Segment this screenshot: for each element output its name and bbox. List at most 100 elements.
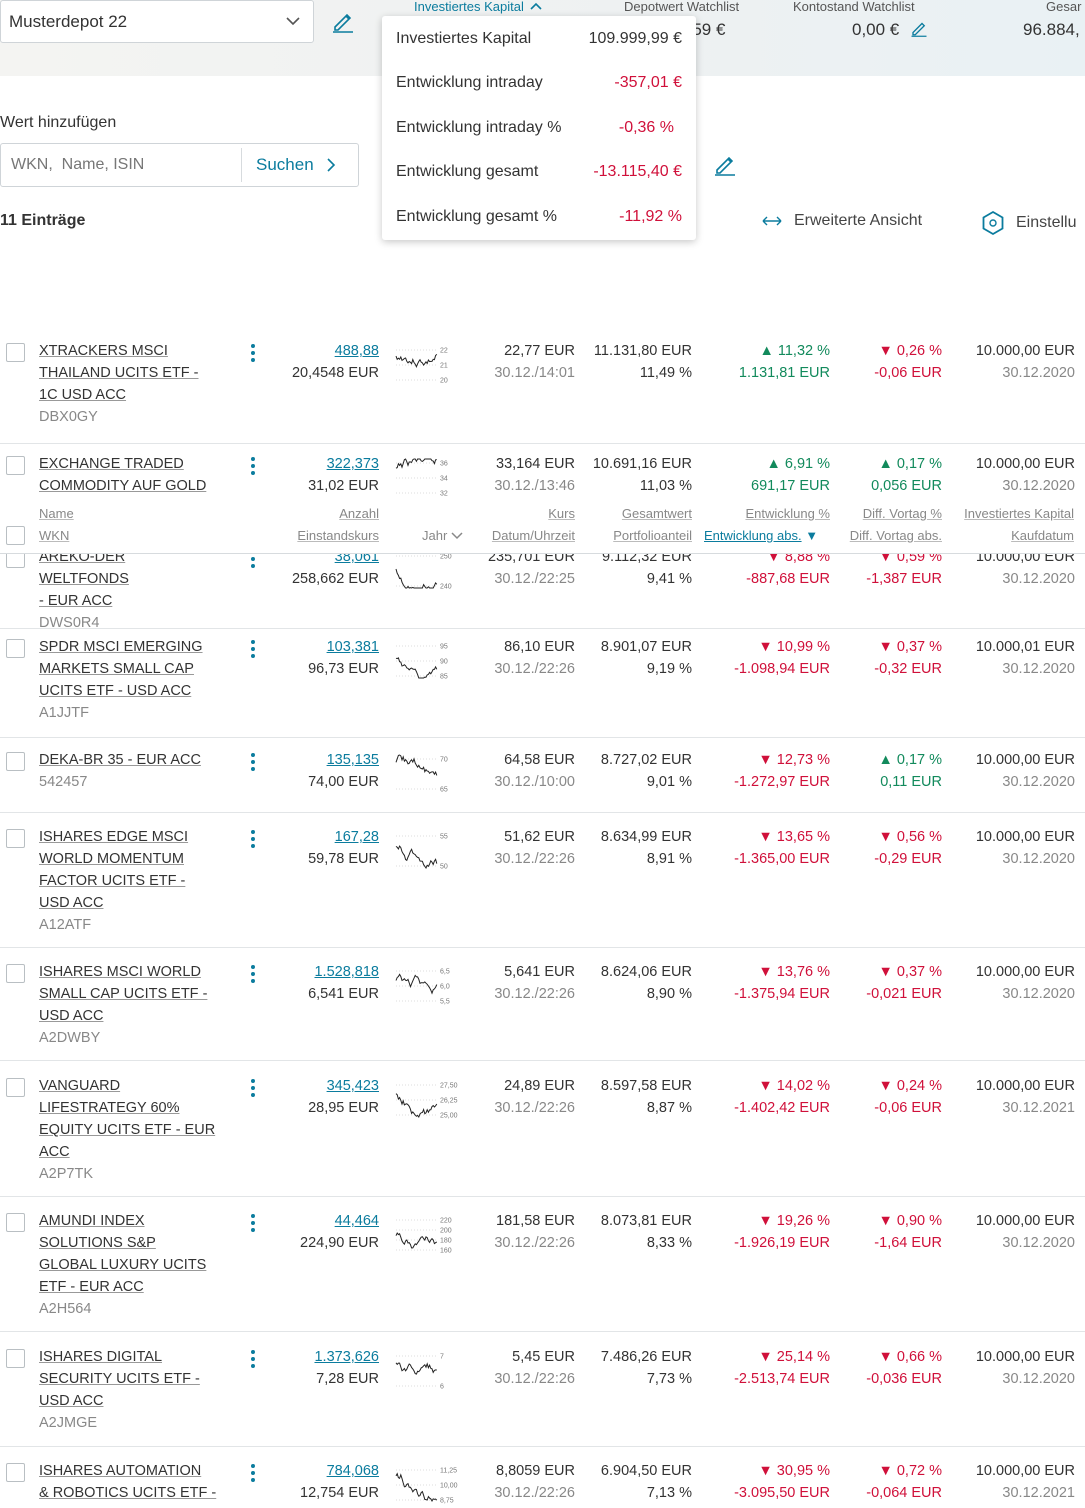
anzahl-value[interactable]: 1.528,818 [314, 964, 379, 980]
more-options-icon[interactable] [251, 1464, 255, 1485]
row-checkbox[interactable] [6, 964, 25, 983]
more-options-icon[interactable] [251, 965, 255, 986]
position-name[interactable]: AREKO-DER WELTFONDS - EUR ACC DWS0R4 [39, 546, 219, 634]
more-options-icon[interactable] [251, 640, 255, 661]
anzahl-value[interactable]: 135,135 [326, 752, 379, 768]
anzahl-value[interactable]: 103,381 [326, 639, 379, 655]
gesamtwert-value: 11.131,80 EUR [593, 343, 692, 359]
position-name-line: SECURITY UCITS ETF - [39, 1371, 200, 1387]
anzahl-value[interactable]: 167,28 [334, 829, 379, 845]
diff-abs-value: -0,32 EUR [874, 661, 942, 677]
col-wkn[interactable]: WKN [39, 528, 70, 543]
edit-icon[interactable] [713, 152, 737, 176]
sparkline-tick-label: 20 [440, 378, 448, 385]
sparkline-chart[interactable]: 250 240 [394, 548, 458, 592]
position-name-line: XTRACKERS MSCI [39, 343, 168, 359]
position-name[interactable]: ISHARES EDGE MSCI WORLD MOMENTUM FACTOR UC… [39, 826, 219, 936]
sparkline-chart[interactable]: 6,5 6,0 5,5 [394, 963, 458, 1007]
sparkline-chart[interactable]: 70 65 [394, 751, 458, 795]
search-input[interactable] [1, 145, 241, 185]
anzahl-value[interactable]: 345,423 [326, 1078, 379, 1094]
diff-abs-value: -1,64 EUR [874, 1235, 942, 1251]
more-options-icon[interactable] [251, 457, 255, 478]
position-name[interactable]: AMUNDI INDEX SOLUTIONS S&P GLOBAL LUXURY U… [39, 1210, 219, 1320]
more-options-icon[interactable] [251, 830, 255, 851]
col-diff-pct[interactable]: Diff. Vortag % [862, 506, 942, 521]
sparkline-chart[interactable]: 220 200 180 160 [394, 1212, 458, 1256]
sparkline-chart[interactable]: 95 90 85 [394, 638, 458, 682]
settings-label: Einstellu [1016, 214, 1077, 231]
search-box: Suchen [0, 143, 359, 187]
col-entwicklung-pct[interactable]: Entwicklung % [745, 506, 830, 521]
col-name[interactable]: Name [39, 506, 74, 521]
row-checkbox[interactable] [6, 639, 25, 658]
sparkline-tick-label: 220 [440, 1218, 452, 1225]
sparkline-chart[interactable]: 76 [394, 1348, 458, 1392]
row-divider [0, 1331, 1085, 1332]
position-name[interactable]: DEKA-BR 35 - EUR ACC 542457 [39, 749, 219, 793]
more-options-icon[interactable] [251, 1079, 255, 1100]
col-entwicklung-abs[interactable]: Entwicklung abs. ▼ [704, 528, 818, 543]
anzahl-value[interactable]: 488,88 [334, 343, 379, 359]
sparkline-chart[interactable]: 22 21 20 [394, 342, 458, 386]
more-options-icon[interactable] [251, 1350, 255, 1371]
more-options-icon[interactable] [251, 1214, 255, 1235]
col-gesamtwert[interactable]: Gesamtwert [621, 506, 692, 521]
edit-konto-icon[interactable] [910, 19, 928, 37]
datum-value: 30.12./22:26 [494, 1235, 575, 1251]
portfolioanteil-value: 11,49 % [639, 365, 692, 381]
position-name[interactable]: ISHARES AUTOMATION & ROBOTICS UCITS ETF - [39, 1460, 219, 1504]
kurs-value: 51,62 EUR [504, 829, 575, 845]
position-name[interactable]: VANGUARD LIFESTRATEGY 60% EQUITY UCITS ETF… [39, 1075, 219, 1185]
anzahl-value[interactable]: 784,068 [326, 1463, 379, 1479]
position-name[interactable]: XTRACKERS MSCI THAILAND UCITS ETF - 1C USD… [39, 340, 219, 428]
anzahl-value[interactable]: 322,373 [326, 456, 379, 472]
row-checkbox[interactable] [6, 1213, 25, 1232]
position-name[interactable]: ISHARES MSCI WORLD SMALL CAP UCITS ETF - U… [39, 961, 219, 1049]
position-name[interactable]: ISHARES DIGITAL SECURITY UCITS ETF - USD A… [39, 1346, 219, 1434]
sparkline-tick-label: 27,50 [440, 1083, 458, 1090]
kurs-value: 8,8059 EUR [496, 1463, 575, 1479]
sparkline-chart[interactable]: 55 50 [394, 828, 458, 872]
row-checkbox[interactable] [6, 752, 25, 771]
kpi-invest-toggle[interactable]: Investiertes Kapital [414, 0, 543, 14]
edit-depot-icon[interactable] [331, 9, 355, 33]
col-diff-abs[interactable]: Diff. Vortag abs. [849, 528, 942, 543]
row-checkbox[interactable] [6, 829, 25, 848]
col-einstandskurs[interactable]: Einstandskurs [297, 528, 379, 543]
col-anzahl[interactable]: Anzahl [339, 506, 379, 521]
sparkline-chart[interactable]: 27,50 26,25 25,00 [394, 1077, 458, 1121]
col-jahr[interactable]: Jahr [422, 528, 463, 543]
row-checkbox[interactable] [6, 1349, 25, 1368]
more-options-icon[interactable] [251, 344, 255, 365]
sparkline-tick-label: 65 [440, 787, 448, 794]
row-checkbox[interactable] [6, 456, 25, 475]
col-portfolioanteil[interactable]: Portfolioanteil [613, 528, 692, 543]
sparkline-chart[interactable]: 11,25 10,00 8,75 [394, 1462, 458, 1506]
anzahl-value[interactable]: 1.373,626 [314, 1349, 379, 1365]
row-checkbox[interactable] [6, 343, 25, 362]
sparkline-tick-label: 6,0 [440, 984, 450, 991]
row-checkbox[interactable] [6, 1463, 25, 1482]
depot-select[interactable]: Musterdepot 22 [0, 0, 314, 43]
select-all-checkbox[interactable] [6, 526, 25, 545]
portfolioanteil-value: 8,90 % [646, 986, 692, 1002]
settings-button[interactable]: Einstellu [980, 210, 1076, 236]
anzahl-value[interactable]: 44,464 [334, 1213, 379, 1229]
datum-value: 30.12./22:26 [494, 1485, 575, 1501]
position-name[interactable]: SPDR MSCI EMERGING MARKETS SMALL CAP UCITS… [39, 636, 219, 724]
col-kaufdatum[interactable]: Kaufdatum [1011, 528, 1074, 543]
col-kurs[interactable]: Kurs [548, 506, 575, 521]
position-name-line: EQUITY UCITS ETF - EUR [39, 1122, 216, 1138]
more-options-icon[interactable] [251, 753, 255, 774]
row-checkbox[interactable] [6, 1078, 25, 1097]
invest-value: 10.000,00 EUR [975, 1349, 1075, 1365]
col-datum[interactable]: Datum/Uhrzeit [491, 528, 575, 543]
position-name[interactable]: EXCHANGE TRADED COMMODITY AUF GOLD [39, 453, 219, 497]
invest-value: 10.000,00 EUR [975, 456, 1075, 472]
sparkline-chart[interactable]: 36 34 32 [394, 455, 458, 499]
extended-view-button[interactable]: Erweiterte Ansicht [762, 212, 922, 230]
col-invest[interactable]: Investiertes Kapital [964, 506, 1074, 521]
kaufdatum-value: 30.12.2021 [1002, 1100, 1075, 1116]
search-button[interactable]: Suchen [242, 155, 336, 175]
